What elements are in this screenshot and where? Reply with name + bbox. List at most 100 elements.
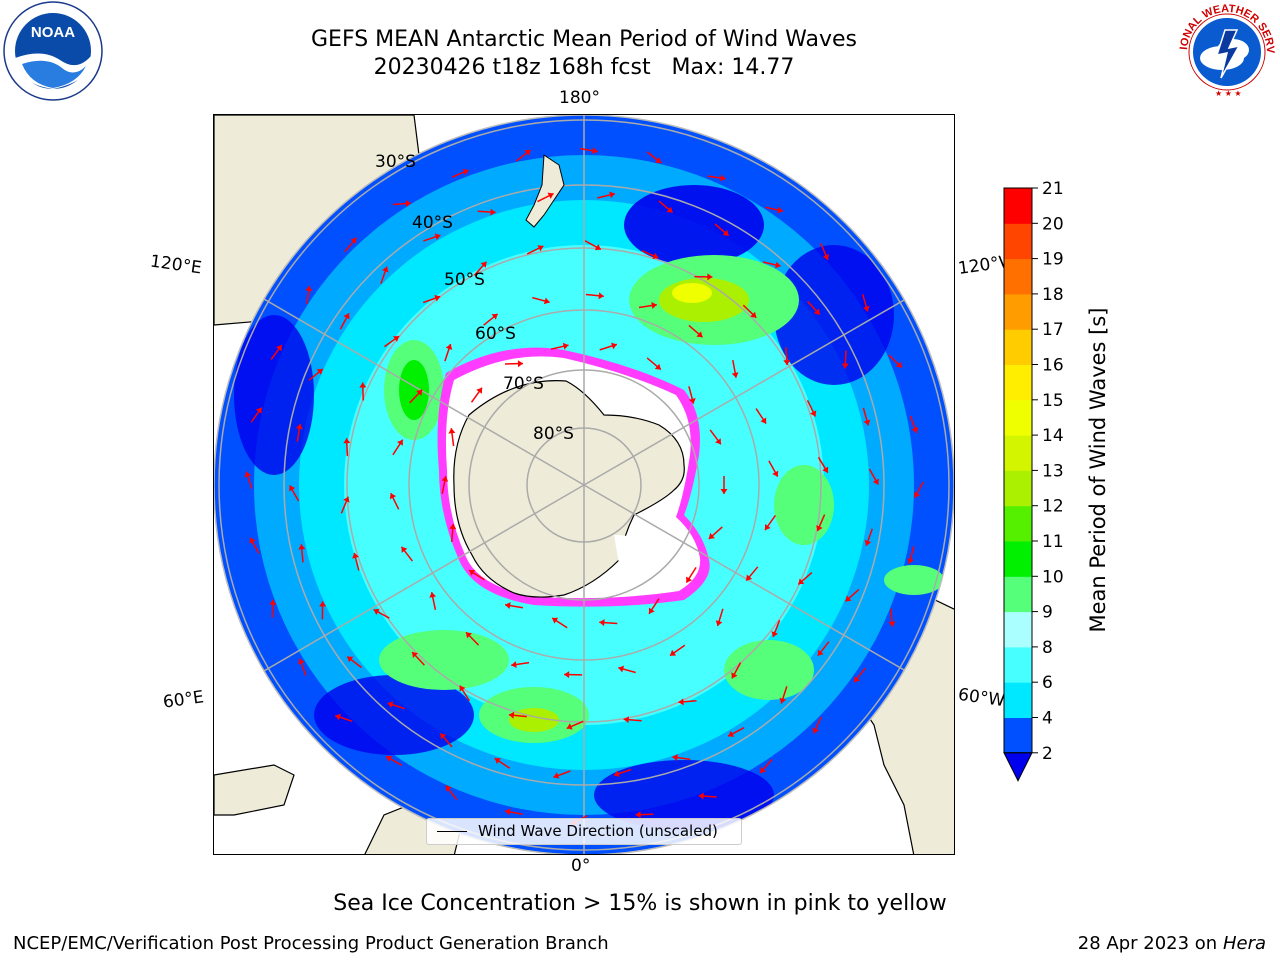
colorbar-bin (1004, 646, 1032, 683)
colorbar-bin (1004, 293, 1032, 330)
direction-arrow-head (547, 192, 554, 199)
direction-arrow-head (609, 191, 615, 199)
direction-arrow-head (731, 672, 738, 679)
direction-arrow-head (562, 342, 569, 350)
direction-arrow-head (810, 410, 817, 417)
direction-arrow-head (720, 174, 726, 182)
direction-arrow-head (405, 200, 411, 207)
colorbar-tick-label: 18 (1042, 285, 1064, 305)
direction-arrow-head (598, 292, 604, 300)
direction-arrow-head (298, 544, 306, 550)
direction-arrow-head (505, 808, 511, 816)
direction-arrow-head (655, 157, 662, 163)
nws-logo: NATIONAL WEATHER SERVICE ★ ★ ★ (1175, 0, 1277, 102)
direction-arrow-head (672, 754, 678, 762)
direction-arrow-head (511, 661, 517, 668)
direction-arrow-head (566, 723, 573, 730)
direction-arrow-head (765, 524, 771, 531)
direction-arrow-head (720, 489, 728, 494)
direction-arrow-head (295, 423, 303, 430)
direction-arrow-head (449, 523, 457, 530)
footer-machine: Hera (1222, 933, 1266, 954)
colorbar-tick-label: 2 (1042, 744, 1053, 764)
direction-arrow-head (448, 428, 456, 434)
direction-arrow-head (678, 698, 684, 706)
colorbar-bin (1004, 399, 1032, 436)
footer-credit: NCEP/EMC/Verification Post Processing Pr… (13, 933, 609, 954)
direction-arrow-head (289, 485, 296, 492)
colorbar-tick-label: 21 (1042, 180, 1064, 199)
colorbar-bin (1004, 717, 1032, 754)
colorbar-bin (1004, 435, 1032, 471)
direction-arrow-head (480, 261, 487, 268)
direction-arrow-head (537, 245, 544, 252)
lat-label-60s: 60°S (475, 324, 516, 344)
colorbar-bin (1004, 470, 1032, 507)
direction-arrow-head (397, 439, 403, 446)
direction-arrow-head (434, 233, 441, 241)
direction-arrow-head (822, 253, 830, 260)
colorbar-bin (1004, 364, 1032, 401)
direction-arrow-head (269, 599, 277, 605)
direction-arrow-head (347, 656, 354, 663)
direction-arrow-head (822, 466, 829, 473)
lon-label-120e: 120°E (148, 251, 203, 279)
direction-arrow-head (688, 398, 696, 404)
footer-date-text: 28 Apr 2023 on (1077, 933, 1223, 954)
direction-arrow-head (772, 470, 779, 477)
direction-arrow-head (508, 711, 515, 719)
direction-arrow-head (298, 658, 305, 665)
lat-label-50s: 50°S (444, 270, 485, 290)
direction-arrow-head (412, 652, 418, 658)
direction-arrow-head (343, 496, 350, 503)
direction-arrow-head (255, 407, 262, 414)
direction-arrow-head (613, 770, 620, 777)
direction-arrow-head (654, 363, 661, 370)
direction-arrow-head (707, 273, 713, 281)
lon-label-0: 0° (571, 856, 591, 876)
direction-arrow-head (387, 701, 394, 708)
colorbar-tick-label: 11 (1042, 532, 1064, 552)
direction-arrow-head (715, 438, 721, 445)
direction-arrow-head (350, 237, 357, 244)
map-panel (213, 114, 955, 855)
direction-arrow-head (517, 360, 523, 368)
direction-arrow-head (652, 252, 659, 260)
colorbar-bin (1004, 576, 1032, 613)
colorbar-bin (1004, 188, 1032, 224)
direction-arrow-head (373, 608, 380, 615)
direction-arrow-head (841, 363, 849, 369)
footer-date: 28 Apr 2023 on Hera (1078, 933, 1266, 954)
direction-arrow-head (854, 676, 860, 683)
direction-arrow-head (462, 168, 469, 176)
colorbar-bin (1004, 329, 1032, 365)
colorbar-tick-label: 9 (1042, 603, 1053, 623)
direction-arrow-head (686, 576, 692, 583)
lon-label-180: 180° (559, 88, 600, 108)
direction-arrow-head (670, 649, 677, 656)
direction-arrow-head (750, 311, 757, 318)
direction-arrow-head (469, 569, 476, 576)
direction-arrow-head (553, 772, 560, 779)
direction-arrow-head (445, 344, 453, 350)
colorbar-tick-label: 19 (1042, 250, 1064, 270)
direction-arrow-head (491, 313, 498, 320)
wind-wave-direction-arrows (244, 147, 924, 825)
direction-arrow-head (592, 147, 598, 155)
direction-arrow-head (783, 359, 791, 366)
direction-arrow-head (386, 755, 392, 762)
direction-arrow-head (731, 372, 739, 378)
colorbar-tick-label: 17 (1042, 320, 1064, 340)
direction-arrow-head (779, 697, 787, 704)
chart-title: GEFS MEAN Antarctic Mean Period of Wind … (311, 27, 857, 52)
direction-arrow-head (863, 419, 871, 426)
direction-arrow-head (623, 716, 629, 724)
direction-arrow-head (775, 261, 781, 269)
svg-text:★ ★ ★: ★ ★ ★ (1215, 89, 1242, 98)
direction-arrow-head (812, 727, 819, 734)
lat-label-80s: 80°S (533, 424, 574, 444)
direction-arrow-head (445, 785, 452, 792)
lon-label-60e: 60°E (161, 687, 206, 713)
direction-arrow-head (319, 601, 327, 607)
